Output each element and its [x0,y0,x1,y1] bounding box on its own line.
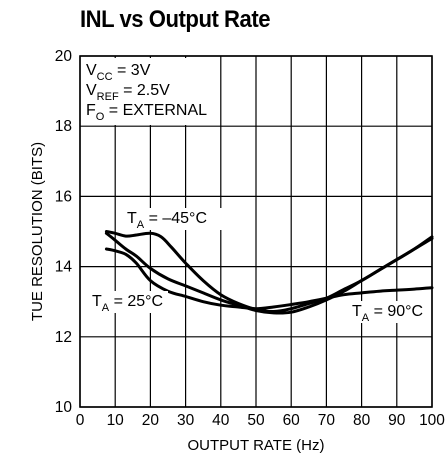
series-curves [104,230,434,315]
annotation-25c: TA = 25°C [92,293,163,314]
condition-line: VCC = 3V [86,62,151,83]
y-tick-label: 10 [55,399,73,416]
x-axis-label: OUTPUT RATE (Hz) [188,437,325,454]
annotation-90c: TA = 90°C [352,303,423,324]
x-tick-label: 90 [388,412,406,429]
x-tick-label: 60 [283,412,301,429]
condition-line: VREF = 2.5V [86,82,170,103]
annotation-minus45c: TA = –45°C [127,210,207,231]
y-axis-label: TUE RESOLUTION (BITS) [29,142,46,321]
series-curve-90c [104,231,434,315]
annotation-background [350,301,428,323]
annotation-background [90,291,168,313]
x-tick-label: 20 [142,412,160,429]
x-tick-label: 40 [212,412,230,429]
x-tick-label: 30 [177,412,195,429]
x-tick-label: 70 [318,412,336,429]
series-annotations: TA = –45°C TA = 25°C TA = 90°C [90,208,428,324]
x-tick-label: 80 [353,412,371,429]
y-tick-label: 18 [55,118,72,135]
x-tick-label: 10 [107,412,125,429]
annotation-background [125,208,225,230]
x-tick-label: 0 [76,412,85,429]
y-tick-label: 20 [55,48,73,65]
condition-line: FO = EXTERNAL [86,102,207,123]
chart-title: INL vs Output Rate [80,6,271,33]
y-tick-label: 14 [55,259,73,276]
plot-frame [79,55,433,408]
y-tick-label: 12 [55,329,72,346]
series-curve-25c [104,247,434,311]
x-tick-label: 50 [247,412,265,429]
x-tick-label: 100 [419,412,445,429]
y-tick-label: 16 [55,188,72,205]
conditions-box [82,58,209,125]
